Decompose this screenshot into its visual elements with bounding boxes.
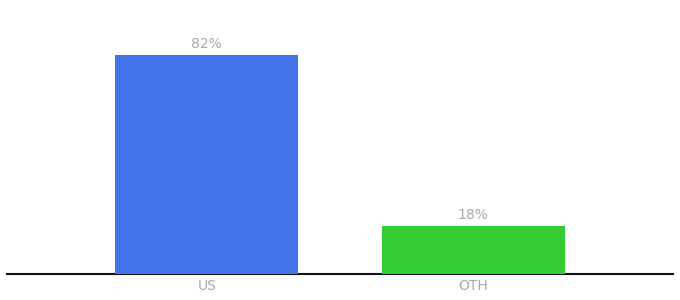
- Bar: [115, 55, 299, 274]
- Text: 18%: 18%: [458, 208, 489, 222]
- Bar: [381, 226, 565, 274]
- Text: 82%: 82%: [191, 37, 222, 51]
